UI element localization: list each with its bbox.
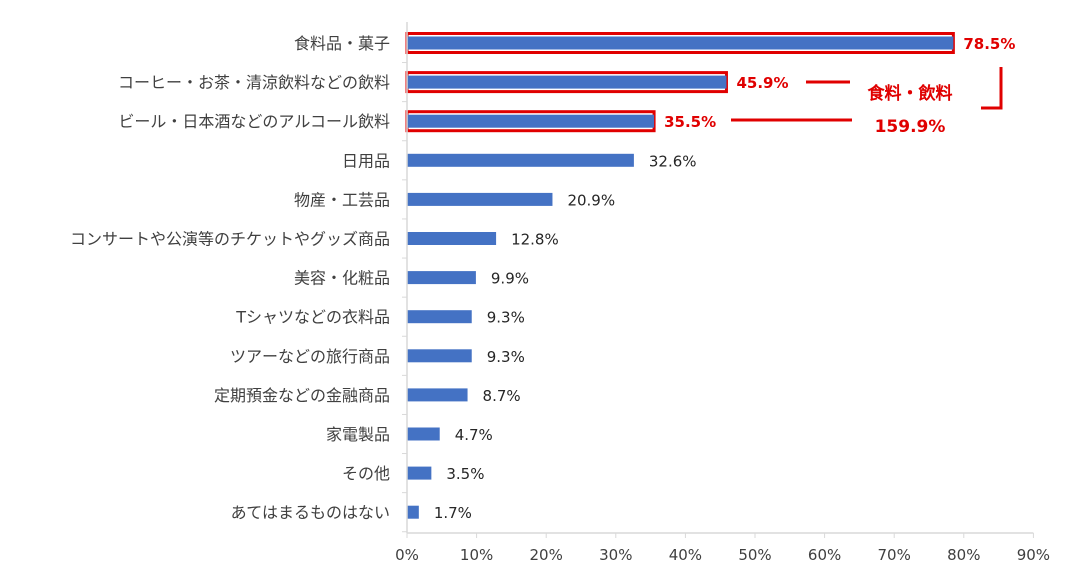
value-label: 20.9% [567, 191, 615, 209]
category-label: 定期預金などの金融商品 [214, 386, 390, 405]
category-label: ビール・日本酒などのアルコール飲料 [118, 112, 390, 131]
category-label: ツアーなどの旅行商品 [230, 347, 390, 366]
x-tick-label: 90% [1017, 546, 1050, 564]
annotation-bracket [981, 67, 1003, 110]
bar [407, 153, 634, 167]
category-label: コンサートや公演等のチケットやグッズ商品 [70, 230, 390, 249]
category-labels: 食料品・菓子コーヒー・お茶・清涼飲料などの飲料ビール・日本酒などのアルコール飲料… [70, 34, 390, 522]
bar [407, 388, 468, 402]
value-label: 35.5% [664, 113, 716, 131]
bar [407, 75, 727, 89]
category-label: 美容・化粧品 [294, 269, 390, 288]
value-label: 8.7% [483, 387, 521, 405]
x-tick-label: 50% [738, 546, 771, 564]
value-label: 78.5% [963, 35, 1015, 53]
bar [407, 271, 476, 285]
x-tick-label: 0% [395, 546, 419, 564]
value-label: 9.3% [487, 309, 525, 327]
category-label: その他 [342, 464, 390, 483]
bars-group [405, 32, 955, 519]
value-label: 45.9% [736, 74, 788, 92]
x-tick-label: 40% [669, 546, 702, 564]
category-label: Tシャツなどの衣料品 [235, 308, 390, 327]
value-label: 12.8% [511, 231, 559, 249]
bar [407, 36, 954, 50]
category-label: 食料品・菓子 [294, 34, 390, 53]
annotation-label: 食料・飲料 [868, 83, 953, 104]
value-label: 1.7% [434, 504, 472, 522]
category-label: コーヒー・お茶・清涼飲料などの飲料 [118, 73, 390, 92]
bar [407, 310, 472, 324]
category-label: 家電製品 [326, 425, 390, 444]
category-label: あてはまるものはない [231, 503, 390, 522]
value-label: 32.6% [649, 152, 697, 170]
annotation-group: 食料・飲料 159.9% [731, 67, 1003, 137]
bar [407, 232, 497, 245]
value-label: 3.5% [446, 465, 484, 483]
annotation-total: 159.9% [875, 117, 946, 137]
bar [407, 349, 472, 363]
value-label: 4.7% [455, 426, 493, 444]
value-labels: 78.5% 45.9% 35.5% 32.6% 20.9% 12.8% 9.9% 9.3% 9.… [434, 35, 1016, 522]
x-tick-label: 80% [947, 546, 980, 564]
category-label: 物産・工芸品 [294, 190, 390, 209]
category-label: 日用品 [342, 151, 390, 170]
bar [407, 192, 553, 206]
value-label: 9.3% [487, 348, 525, 366]
x-tick-label: 10% [460, 546, 493, 564]
bar [407, 505, 419, 519]
bar [407, 427, 440, 441]
x-tick-label: 30% [599, 546, 632, 564]
x-tick-label: 60% [808, 546, 841, 564]
bar [407, 114, 655, 128]
x-axis: 0% 10% 20% 30% 40% 50% 60% 70% 80% 90% [395, 22, 1050, 564]
x-tick-label: 20% [530, 546, 563, 564]
value-label: 9.9% [491, 270, 529, 288]
bar [407, 466, 432, 480]
x-tick-label: 70% [878, 546, 911, 564]
